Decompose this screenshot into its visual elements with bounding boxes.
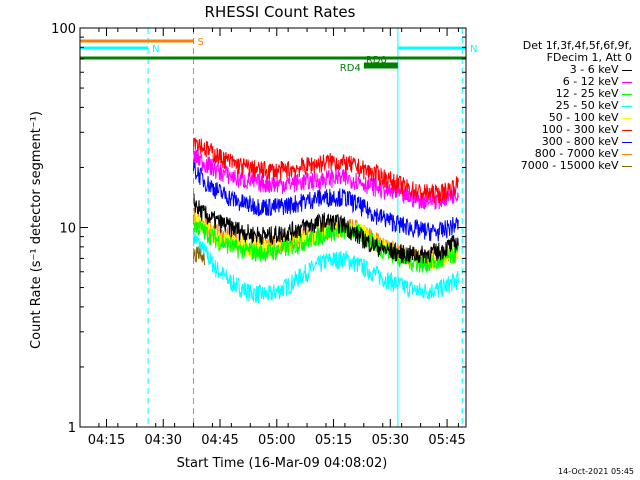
x-tick-label: 05:30 [372,433,409,448]
legend-item-label: 7000 - 15000 keV [520,159,622,172]
legend-swatch [622,81,632,83]
series-line [193,214,459,274]
y-tick-label: 100 [51,22,76,37]
legend-item-label: 6 - 12 keV [562,75,622,88]
flag-label: RD4 [340,63,361,74]
legend-item: 7000 - 15000 keV [521,160,632,172]
flag-label: S [198,37,204,48]
series-line [193,193,459,265]
axes: 04:15 04:30 04:45 05:00 05:15 05:30 05:45 1 10 10… [51,22,466,448]
legend-item: 3 - 6 keV [521,64,632,76]
legend-header-line: Det 1f,3f,4f,5f,6f,9f, [522,39,632,52]
legend-swatch [622,141,632,143]
flag-label: RD0 [366,55,387,66]
legend-item: 100 - 300 keV [521,124,632,136]
x-tick-label: 04:45 [201,433,238,448]
legend-swatch [622,129,632,131]
timestamp: 14-Oct-2021 05:45 [558,467,634,476]
legend-item: 300 - 800 keV [521,136,632,148]
legend-item-label: 100 - 300 keV [541,123,622,136]
legend-swatch [622,165,632,167]
legend-item-label: 25 - 50 keV [555,99,622,112]
x-tick-label: 04:30 [145,433,182,448]
x-tick-label: 05:15 [315,433,352,448]
x-tick-label: 05:45 [428,433,465,448]
legend: Det 1f,3f,4f,5f,6f,9f, FDecim 1, Att 0 3… [521,40,632,172]
x-tick-label: 05:00 [258,433,295,448]
y-tick-label: 1 [68,421,76,436]
legend-item-label: 3 - 6 keV [569,63,622,76]
flag-label: N [470,44,477,55]
legend-swatch [622,153,632,155]
legend-swatch [622,93,632,95]
series-line [193,136,459,204]
x-tick-label: 04:15 [88,433,125,448]
legend-swatch [622,105,632,107]
legend-item-label: 50 - 100 keV [548,111,622,124]
legend-items: 3 - 6 keV 6 - 12 keV 12 - 25 keV 25 - 50… [521,64,632,172]
x-axis-label: Start Time (16-Mar-09 04:08:02) [177,456,388,471]
chart-title: RHESSI Count Rates [205,3,356,21]
legend-item: 12 - 25 keV [521,88,632,100]
y-tick-label: 10 [59,222,76,237]
series-line [193,159,459,242]
legend-swatch [622,117,632,119]
legend-item: 800 - 7000 keV [521,148,632,160]
legend-item-label: 300 - 800 keV [541,135,622,148]
plot-area: S N N RD0 RD4 [80,28,477,427]
y-axis-label: Count Rate (s⁻¹ detector segment⁻¹) [29,111,44,349]
series-line [193,229,459,304]
legend-item: 25 - 50 keV [521,100,632,112]
flag-label: N [152,44,159,55]
legend-item: 50 - 100 keV [521,112,632,124]
legend-item-label: 800 - 7000 keV [534,147,622,160]
legend-item-label: 12 - 25 keV [555,87,622,100]
legend-header-line: FDecim 1, Att 0 [546,51,632,64]
legend-item: 6 - 12 keV [521,76,632,88]
legend-swatch [622,69,632,71]
series-line [193,246,206,266]
